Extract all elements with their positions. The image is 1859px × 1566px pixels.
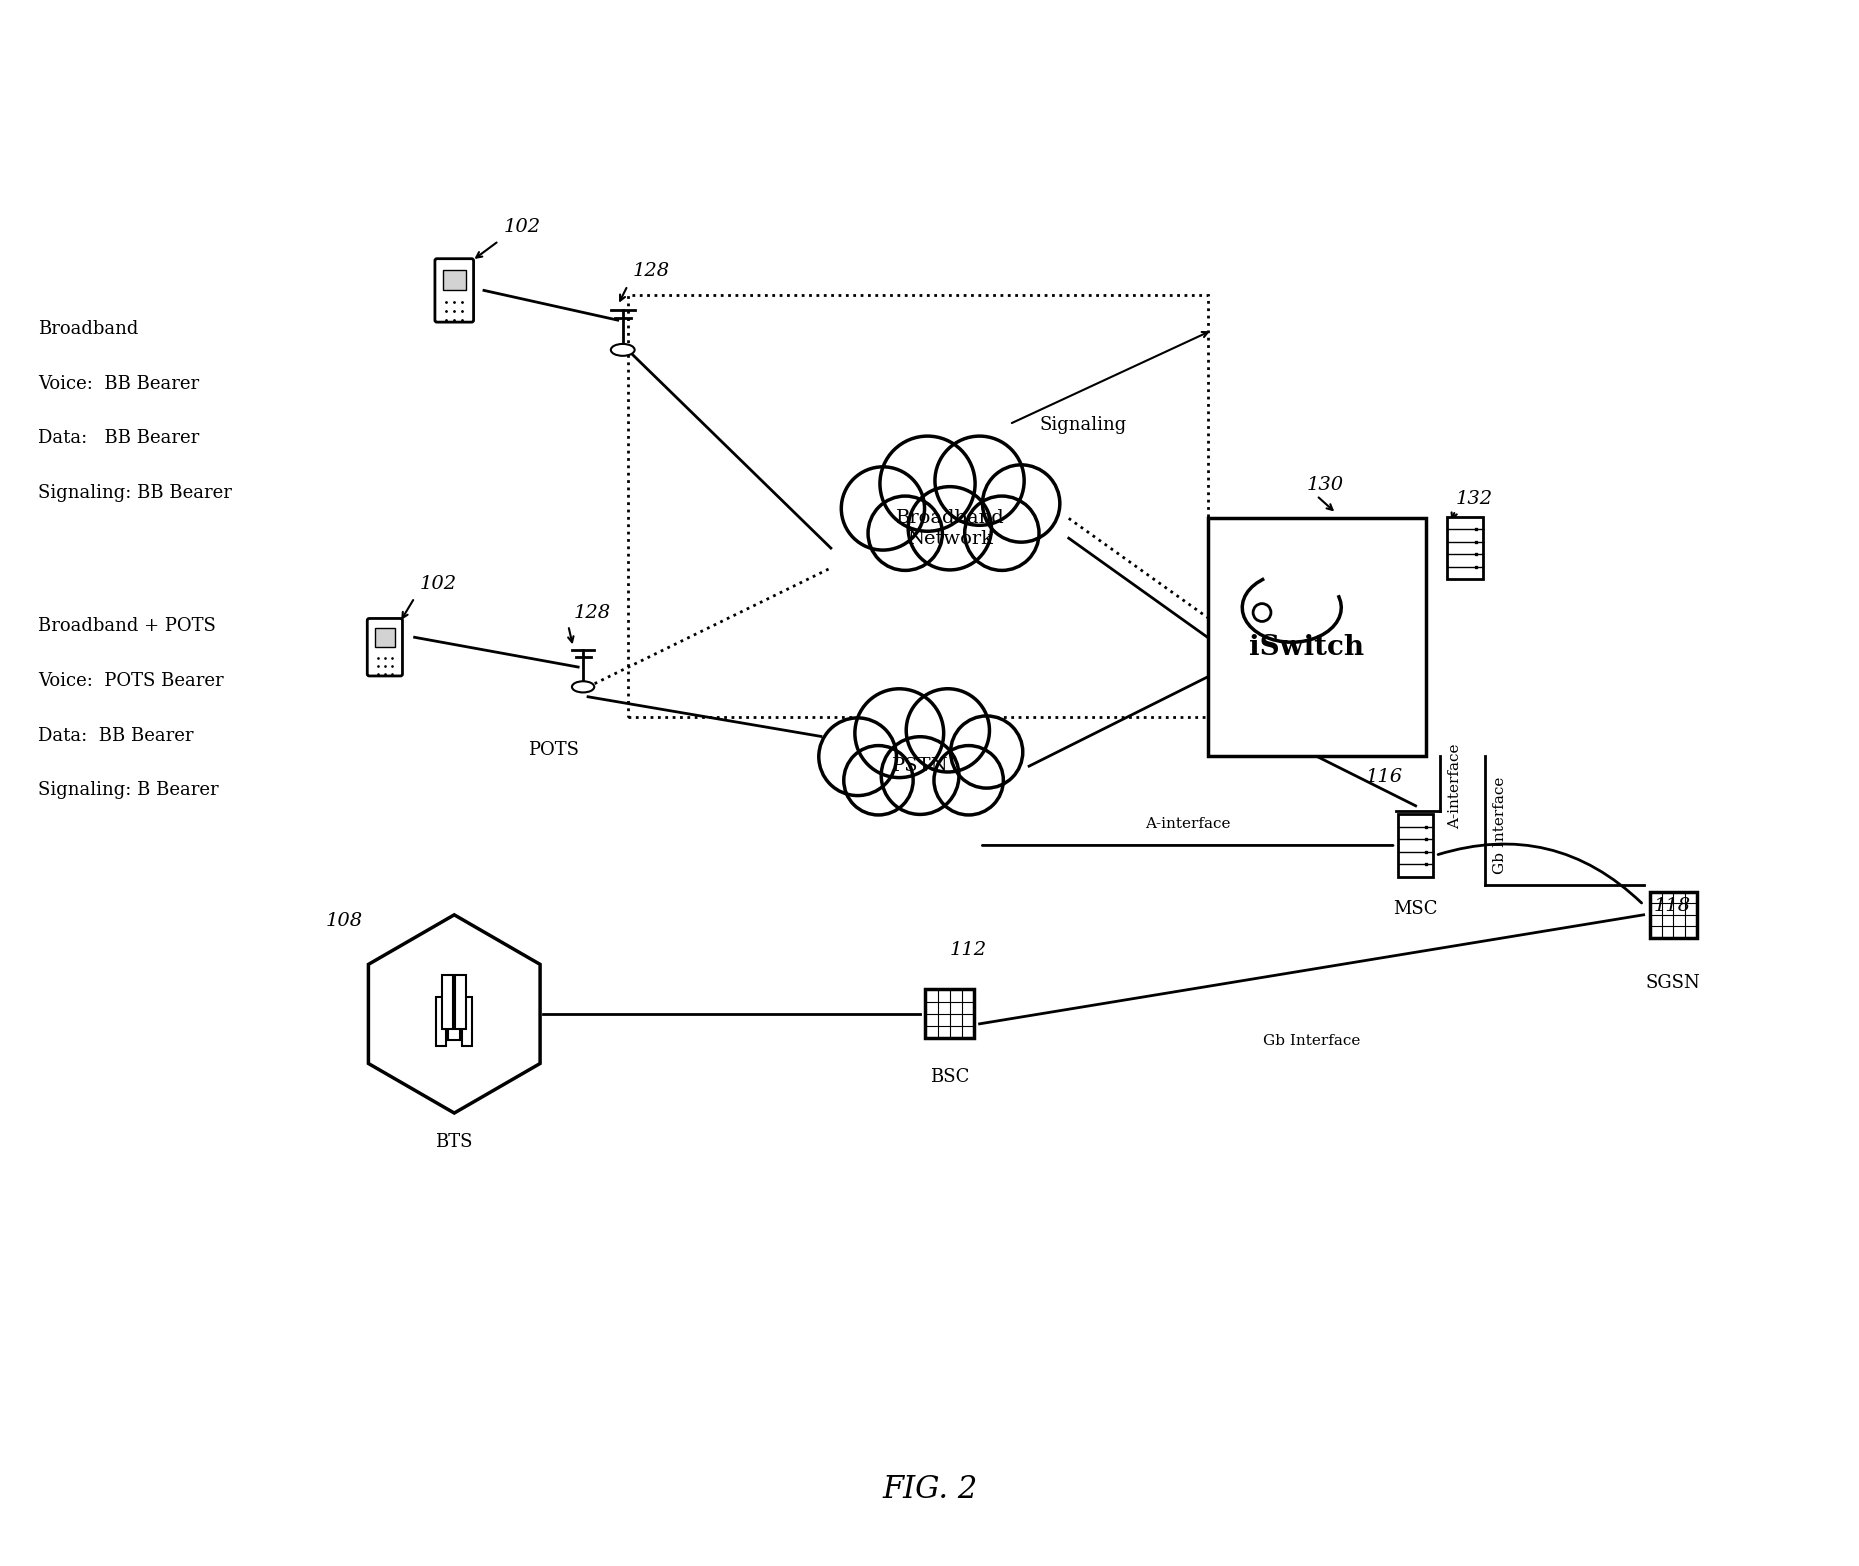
Circle shape [844,745,913,814]
FancyBboxPatch shape [368,619,402,677]
FancyBboxPatch shape [448,980,461,1040]
FancyBboxPatch shape [435,258,474,323]
Text: Signaling: Signaling [1039,417,1127,434]
FancyBboxPatch shape [437,996,446,1046]
Text: 112: 112 [950,941,987,960]
Circle shape [905,689,989,772]
FancyBboxPatch shape [455,974,467,1029]
FancyBboxPatch shape [376,628,394,647]
Circle shape [983,465,1060,542]
Text: A-interface: A-interface [1448,744,1463,828]
Text: 132: 132 [1456,490,1493,509]
Ellipse shape [573,681,595,692]
Circle shape [933,745,1004,814]
Text: Signaling: BB Bearer: Signaling: BB Bearer [37,484,232,501]
Circle shape [1253,603,1272,622]
Text: PSTN: PSTN [892,756,948,775]
Text: Data:  BB Bearer: Data: BB Bearer [37,727,193,744]
Text: Broadband + POTS: Broadband + POTS [37,617,216,636]
Text: Signaling: B Bearer: Signaling: B Bearer [37,781,219,799]
Text: iSwitch: iSwitch [1249,634,1365,661]
Text: Gb Interface: Gb Interface [1493,777,1508,874]
Circle shape [868,496,943,570]
Text: Broadband: Broadband [37,319,138,338]
Text: 128: 128 [573,604,610,622]
Text: BSC: BSC [930,1068,970,1087]
Text: Broadband
Network: Broadband Network [896,509,1004,548]
Circle shape [881,736,959,814]
Circle shape [855,689,944,778]
Text: Gb Interface: Gb Interface [1262,1034,1361,1048]
Text: 130: 130 [1307,476,1344,493]
Circle shape [935,435,1024,525]
Text: MSC: MSC [1394,900,1437,918]
Circle shape [950,716,1022,788]
Text: Voice:  BB Bearer: Voice: BB Bearer [37,374,199,393]
Text: Data:   BB Bearer: Data: BB Bearer [37,429,199,448]
FancyBboxPatch shape [1208,518,1426,756]
Text: 102: 102 [420,575,457,592]
FancyBboxPatch shape [442,269,465,290]
Text: 116: 116 [1366,767,1404,786]
FancyBboxPatch shape [1448,517,1483,579]
Bar [628,296,1208,717]
FancyBboxPatch shape [1398,814,1433,877]
Text: POTS: POTS [528,741,578,760]
Text: SGSN: SGSN [1645,974,1701,993]
Text: 118: 118 [1653,897,1690,915]
Circle shape [842,467,924,550]
Circle shape [965,496,1039,570]
Circle shape [818,717,896,796]
Text: A-interface: A-interface [1145,816,1231,830]
Text: 108: 108 [325,911,363,930]
Ellipse shape [612,345,634,355]
FancyBboxPatch shape [1651,891,1697,938]
Text: 128: 128 [632,263,669,280]
Polygon shape [368,915,541,1113]
Text: FIG. 2: FIG. 2 [883,1474,978,1505]
Text: BTS: BTS [435,1132,472,1151]
FancyBboxPatch shape [442,974,454,1029]
Text: Voice:  POTS Bearer: Voice: POTS Bearer [37,672,223,691]
Text: 102: 102 [504,218,541,236]
FancyBboxPatch shape [463,996,472,1046]
Circle shape [879,435,976,531]
Circle shape [909,487,991,570]
FancyBboxPatch shape [926,990,974,1038]
